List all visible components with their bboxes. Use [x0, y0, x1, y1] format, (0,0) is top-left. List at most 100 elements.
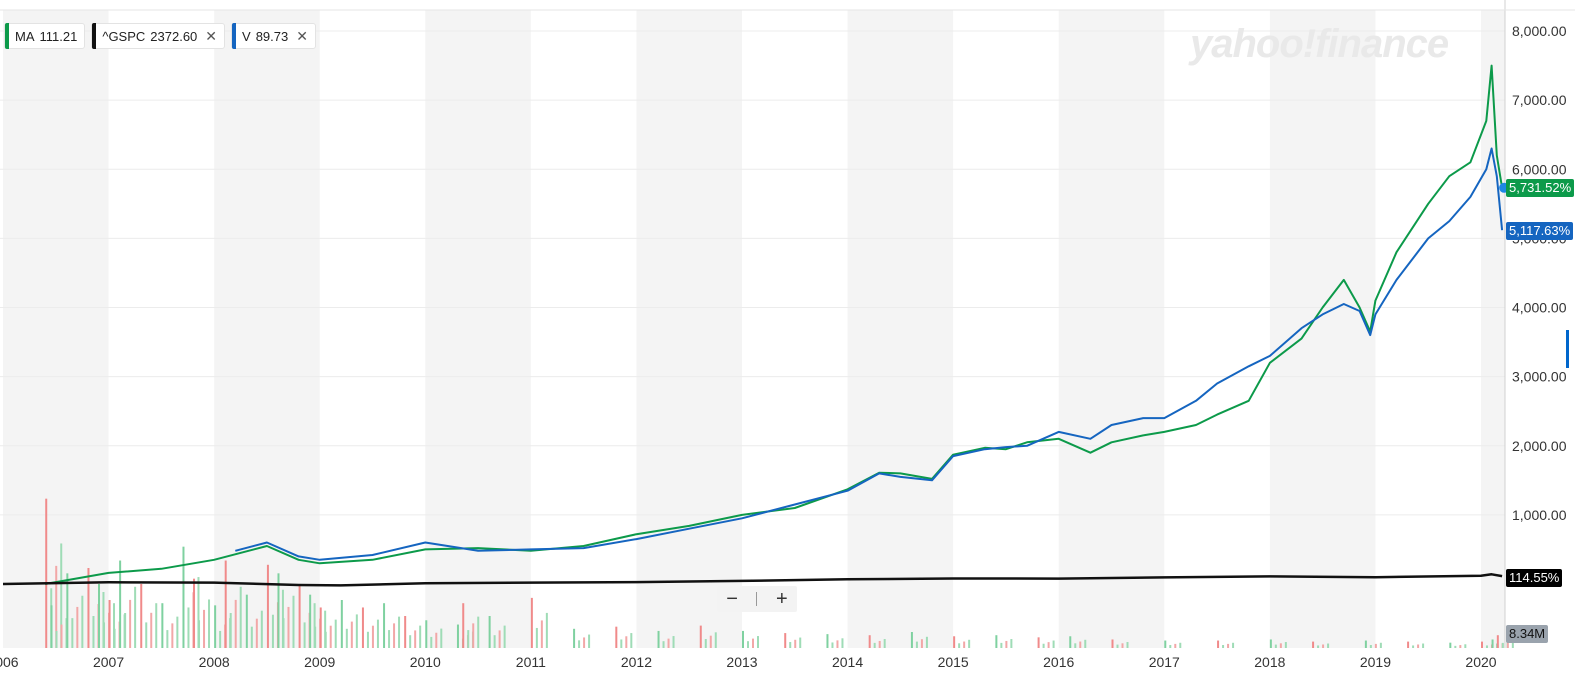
volume-bar	[60, 543, 63, 648]
zoom-separator	[756, 592, 758, 606]
volume-bar	[1407, 641, 1410, 648]
volume-bar	[831, 642, 834, 648]
volume-bar	[620, 639, 623, 648]
volume-bar	[498, 630, 501, 648]
volume-bar	[224, 560, 227, 648]
volume-bar	[868, 635, 871, 648]
volume-bar	[66, 573, 69, 648]
volume-bar	[1486, 645, 1488, 648]
volume-bar	[1284, 642, 1287, 648]
volume-bar	[704, 639, 707, 648]
volume-bar	[530, 597, 533, 648]
legend-price: 111.21	[39, 28, 78, 44]
y-tick-label: 4,000.00	[1512, 300, 1567, 316]
volume-bar	[55, 630, 58, 648]
volume-bar	[1217, 640, 1220, 648]
volume-bar	[145, 622, 148, 648]
volume-bar	[1506, 640, 1509, 648]
volume-bar	[699, 625, 702, 648]
volume-bar	[1179, 642, 1182, 648]
year-band-2012	[636, 10, 742, 648]
volume-bar	[958, 643, 961, 648]
volume-bar	[113, 628, 116, 648]
volume-bar	[197, 577, 200, 648]
volume-bar	[752, 638, 754, 648]
volume-bar	[1116, 644, 1119, 648]
volume-bar	[1069, 636, 1072, 648]
legend-chip-gspc[interactable]: ^GSPC 2372.60 ✕	[91, 23, 226, 49]
volume-bar	[277, 573, 280, 648]
x-tick-label: 2013	[726, 654, 757, 670]
y-tick-label: 3,000.00	[1512, 369, 1567, 385]
x-tick-label: 2008	[199, 654, 230, 670]
volume-bar	[60, 624, 63, 648]
scroll-handle[interactable]	[1566, 330, 1569, 368]
x-tick-label: 2012	[621, 654, 652, 670]
y-tick-label: 6,000.00	[1512, 161, 1567, 177]
volume-bar	[214, 605, 217, 648]
volume-bar	[672, 636, 675, 648]
year-band-2018	[1269, 10, 1376, 648]
volume-bar	[968, 639, 971, 648]
volume-bar	[915, 641, 918, 648]
volume-bar	[50, 605, 53, 648]
zoom-out-button[interactable]: −	[726, 587, 738, 610]
volume-bar	[1126, 642, 1129, 648]
y-tick-label: 8,000.00	[1512, 23, 1567, 39]
legend-chip-v[interactable]: V 89.73 ✕	[231, 23, 316, 49]
x-tick-label: 2011	[516, 654, 546, 670]
volume-bar	[1279, 643, 1282, 648]
volume-bar	[409, 635, 412, 648]
volume-bar	[287, 606, 290, 648]
gspc-color-swatch	[92, 23, 97, 49]
volume-bar	[630, 633, 633, 648]
volume-bar	[1496, 635, 1499, 648]
volume-bar	[535, 627, 538, 648]
volume-bar	[314, 626, 317, 648]
legend-chip-ma[interactable]: MA 111.21	[4, 23, 86, 49]
volume-bar	[714, 632, 717, 648]
volume-bar	[55, 565, 58, 648]
y-tick-label: 7,000.00	[1512, 92, 1567, 108]
volume-bar	[239, 586, 242, 648]
volume-bar	[1369, 645, 1372, 648]
volume-bar	[1164, 640, 1167, 648]
volume-bar	[747, 641, 749, 648]
volume-bar	[1169, 645, 1172, 648]
v-color-swatch	[232, 23, 237, 49]
volume-bar	[298, 584, 301, 648]
legend-symbol: MA	[15, 28, 35, 44]
volume-bar	[161, 603, 164, 648]
volume-bar	[578, 640, 581, 648]
volume-bar	[361, 607, 364, 648]
volume-bar	[350, 621, 353, 648]
volume-bar	[250, 626, 253, 648]
x-tick-label: 2007	[93, 654, 124, 670]
volume-bar	[1037, 637, 1040, 648]
volume-bar	[345, 628, 348, 648]
volume-bar	[910, 632, 913, 648]
series-lines	[2, 64, 1504, 587]
volume-bar	[440, 628, 443, 648]
volume-bar	[493, 635, 496, 648]
volume-bar	[303, 622, 306, 648]
close-icon[interactable]: ✕	[296, 27, 308, 44]
volume-bar	[208, 599, 211, 648]
volume-bar	[103, 622, 106, 648]
volume-bar	[266, 564, 269, 648]
volume-bar	[340, 600, 343, 648]
volume-bar	[1412, 645, 1415, 648]
volume-bar	[1454, 645, 1457, 648]
volume-bar	[1317, 645, 1320, 648]
year-band-2020	[1481, 10, 1505, 648]
volume-bar	[826, 634, 829, 648]
volume-bar	[1227, 643, 1230, 648]
legend-symbol: ^GSPC	[102, 28, 146, 44]
volume-bar	[1327, 643, 1330, 648]
close-icon[interactable]: ✕	[205, 27, 218, 44]
volume-bar	[187, 607, 190, 648]
volume-bar	[878, 640, 881, 648]
zoom-in-button[interactable]: +	[776, 587, 788, 610]
volume-bar	[319, 607, 322, 648]
